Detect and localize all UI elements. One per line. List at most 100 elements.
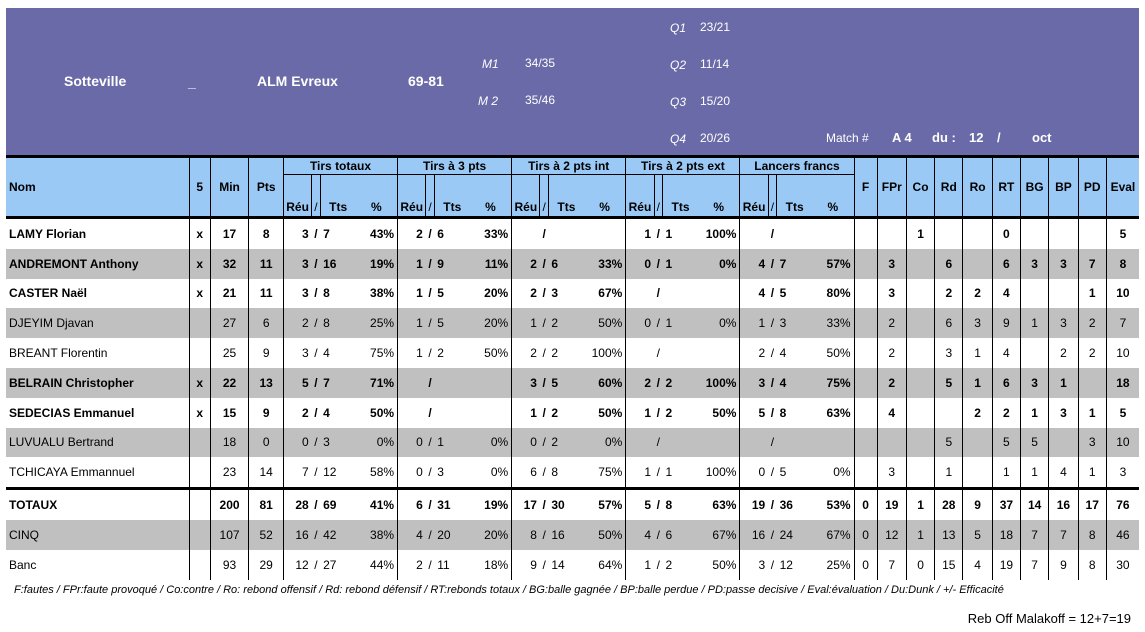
points: 0 (248, 427, 284, 458)
stat-rd: 15 (934, 549, 964, 580)
subcol-t3-tts: Tts (433, 174, 470, 220)
made-tt: 0 (283, 427, 312, 458)
stat-bp: 2 (1048, 338, 1079, 368)
table-row: ANDREMONT Anthony x 32 11 3/16 19% 1/9 11% 2/6 33… (6, 248, 1139, 279)
home-team: Sotteville (64, 73, 127, 89)
made-t3 (397, 367, 426, 398)
attempts-tt: 12 (323, 465, 337, 480)
attempts-ti: 14 (551, 557, 565, 572)
stat-rd (934, 397, 964, 428)
pct-te: 100% (698, 457, 741, 489)
stat-pd: 1 (1078, 397, 1107, 428)
pct-te: 63% (698, 487, 741, 520)
table-row: SEDECIAS Emmanuel x 15 9 2/4 50%/1/2 50% 1/2 50%… (6, 397, 1139, 428)
subcol-te-tts: Tts (661, 174, 699, 220)
stat-eval: 10 (1116, 286, 1130, 301)
pct-ti (583, 217, 627, 249)
col-min: Min (210, 156, 250, 219)
pct-tt: 0% (355, 427, 399, 458)
starter-mark: x (189, 217, 211, 249)
attempts-ti: 5 (548, 367, 584, 398)
stat-co (906, 397, 936, 428)
stat-co (906, 308, 936, 339)
attempts-lf: 5 (779, 286, 787, 301)
stat-fpr: 7 (877, 549, 907, 580)
col-eval: Eval (1106, 156, 1139, 219)
attempts-t3: 3 (437, 465, 444, 480)
stat-rt: 4 (992, 278, 1022, 309)
pct-lf (812, 217, 855, 249)
team-separator: _ (188, 74, 196, 90)
stat-fpr: 4 (877, 397, 907, 428)
stat-pd (1078, 367, 1107, 398)
stat-rt: 19 (992, 549, 1022, 580)
pct-lf: 75% (812, 367, 855, 398)
stat-rd: 6 (934, 248, 964, 279)
points: 9 (248, 338, 284, 368)
made-t3: 6 (397, 487, 426, 520)
attempts-lf: 7 (776, 248, 813, 279)
stat-bp (1048, 217, 1079, 249)
made-tt: 3 (302, 286, 309, 301)
sep-ti: / (542, 405, 546, 420)
stat-ro (962, 248, 993, 279)
made-t3: 0 (397, 427, 426, 458)
m2-value: 35/46 (525, 93, 556, 107)
made-ti: 17 (511, 487, 540, 520)
made-te: 1 (644, 465, 652, 480)
stat-ro: 9 (962, 487, 993, 520)
made-lf: 1 (739, 308, 769, 339)
starter-mark (189, 457, 211, 489)
starter-mark (189, 427, 211, 458)
sep-tt: / (311, 248, 321, 279)
stat-eval: 10 (1116, 346, 1130, 361)
subcol-t3-pct: % (469, 174, 513, 220)
starter-mark: x (189, 248, 211, 279)
attempts-te (662, 338, 698, 368)
made-ti: 6 (530, 465, 537, 480)
made-te: 1 (644, 226, 652, 241)
pct-ti: 60% (583, 367, 627, 398)
attempts-te: 1 (662, 248, 699, 279)
sep-t3: / (425, 487, 435, 520)
pct-t3: 11% (469, 248, 513, 279)
player-name: LAMY Florian (6, 217, 190, 249)
made-te: 0 (625, 248, 655, 279)
stat-ro: 1 (962, 338, 993, 368)
sep-t3: / (425, 519, 435, 550)
match-number: A 4 (892, 130, 912, 145)
stat-rd: 2 (934, 278, 964, 309)
stat-f (854, 278, 878, 309)
subcol-lf-reu: Réu (739, 174, 769, 220)
stat-bp: 7 (1048, 519, 1079, 550)
pct-tt: 50% (355, 397, 399, 428)
sep-te: / (656, 405, 660, 420)
stat-eval: 10 (1106, 427, 1139, 458)
stat-ro: 2 (962, 278, 993, 309)
stat-ro: 5 (962, 519, 993, 550)
starter-mark: x (189, 278, 211, 309)
pct-t3: 33% (469, 217, 513, 249)
made-te (626, 338, 654, 368)
attempts-lf: 4 (776, 367, 813, 398)
made-te (626, 279, 654, 309)
attempts-ti: 30 (548, 487, 584, 520)
attempts-tt: 7 (320, 367, 356, 398)
attempts-te (662, 427, 699, 458)
sep-t3: / (428, 346, 432, 361)
m2-label: M 2 (478, 94, 499, 108)
stat-eval: 5 (1119, 405, 1127, 420)
stat-eval: 76 (1106, 487, 1139, 520)
table-row: CASTER Naël x 21 11 3/8 38% 1/5 20% 2/3 67%/4/5 80… (6, 278, 1139, 309)
stat-bp: 4 (1048, 457, 1079, 489)
pct-tt: 25% (355, 308, 399, 339)
attempts-lf: 3 (776, 308, 813, 339)
sep-te: / (656, 226, 660, 241)
stat-eval: 5 (1119, 226, 1127, 241)
attempts-ti: 16 (548, 519, 584, 550)
made-t3: 4 (397, 519, 426, 550)
stat-rt: 18 (992, 519, 1022, 550)
q2-label: Q2 (670, 58, 687, 72)
stat-rd: 5 (934, 427, 964, 458)
pct-te (698, 278, 741, 309)
